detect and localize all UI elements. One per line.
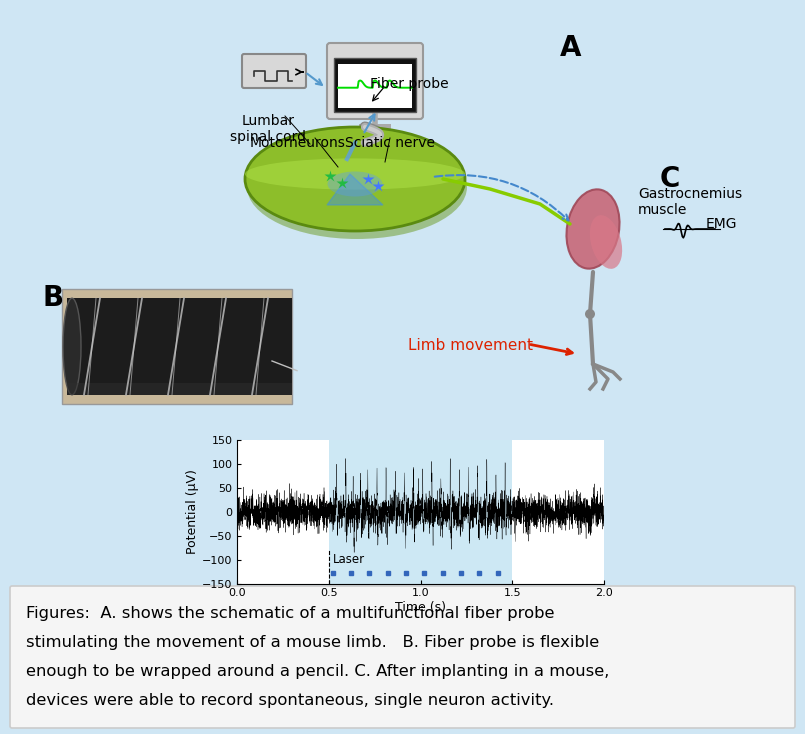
Ellipse shape [567, 189, 620, 269]
X-axis label: Time (s): Time (s) [395, 601, 446, 614]
Ellipse shape [245, 159, 465, 189]
Circle shape [585, 309, 595, 319]
Bar [67, 298, 292, 395]
Text: Sciatic nerve: Sciatic nerve [345, 136, 435, 150]
Text: Motorneurons: Motorneurons [250, 136, 346, 150]
Ellipse shape [245, 127, 465, 231]
Bar [359, 124, 391, 130]
Ellipse shape [590, 215, 622, 269]
Text: A: A [560, 34, 581, 62]
Text: Lumbar
spinal cord: Lumbar spinal cord [230, 114, 306, 144]
FancyBboxPatch shape [10, 586, 795, 728]
FancyBboxPatch shape [327, 43, 423, 119]
Text: C: C [660, 165, 680, 193]
Text: B: B [42, 284, 63, 312]
Text: Limb movement: Limb movement [408, 338, 533, 354]
Text: Laser: Laser [332, 553, 365, 565]
Ellipse shape [247, 135, 467, 239]
Text: stimulating the movement of a mouse limb.   B. Fiber probe is flexible: stimulating the movement of a mouse limb… [26, 635, 599, 650]
Bar [329, 440, 512, 584]
Text: devices were able to record spontaneous, single neuron activity.: devices were able to record spontaneous,… [26, 693, 554, 708]
Text: Gastrocnemius
muscle: Gastrocnemius muscle [638, 187, 742, 217]
Text: Figures:  A. shows the schematic of a multifunctional fiber probe: Figures: A. shows the schematic of a mul… [26, 606, 555, 621]
Bar [62, 289, 292, 404]
Bar [334, 58, 416, 112]
Y-axis label: Potential (μV): Potential (μV) [187, 470, 200, 554]
Ellipse shape [63, 298, 81, 395]
Text: Fiber probe: Fiber probe [370, 77, 448, 91]
Text: enough to be wrapped around a pencil. C. After implanting in a mouse,: enough to be wrapped around a pencil. C.… [26, 664, 609, 679]
Ellipse shape [328, 172, 382, 197]
Bar [338, 64, 412, 108]
Bar [67, 382, 292, 395]
Polygon shape [327, 174, 383, 205]
FancyBboxPatch shape [242, 54, 306, 88]
Text: EMG: EMG [706, 217, 737, 231]
